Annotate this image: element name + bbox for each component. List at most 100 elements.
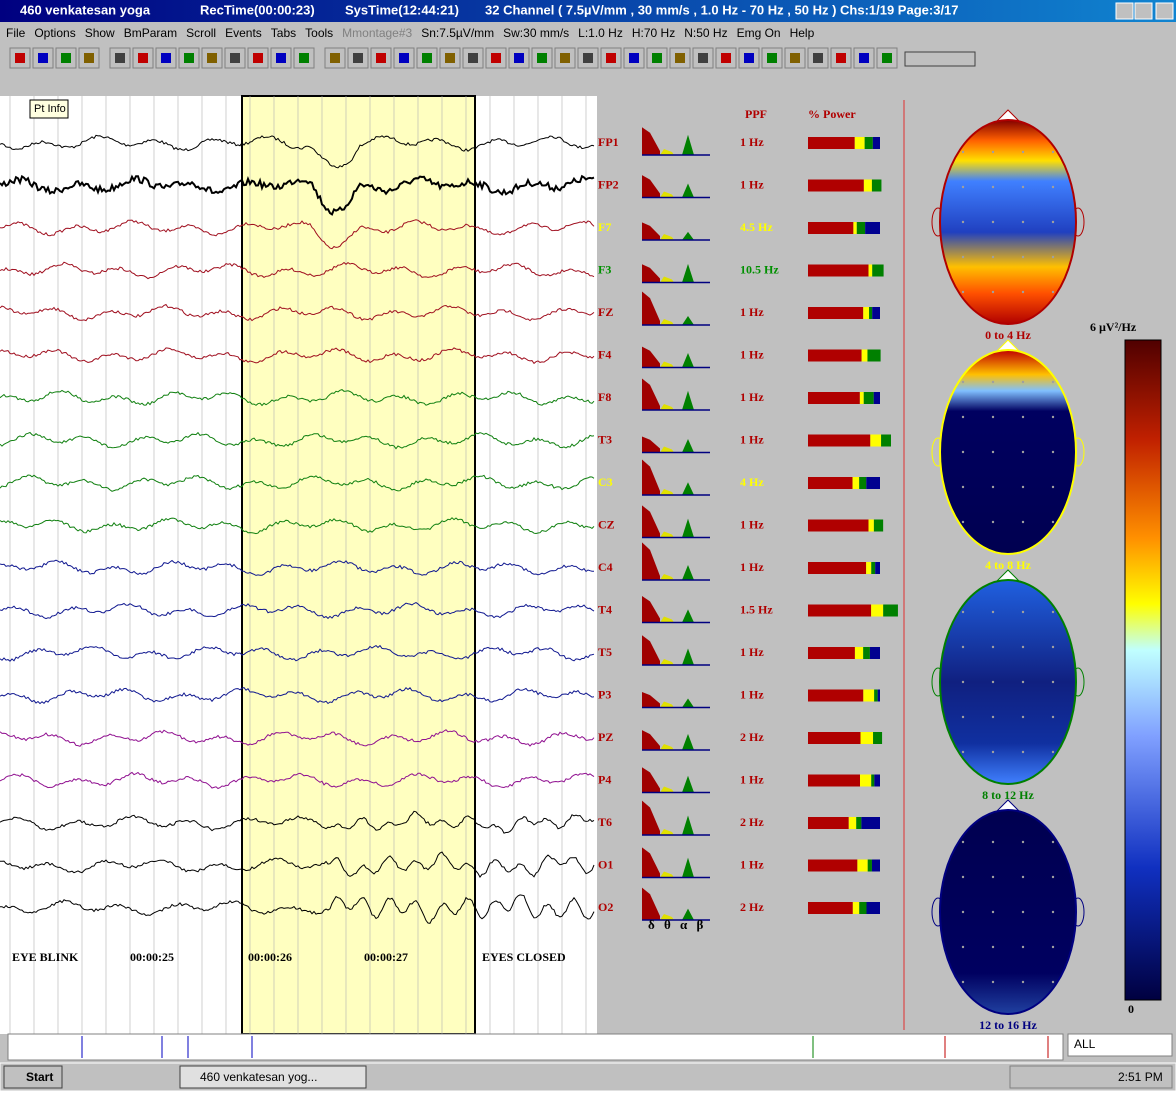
menu-item[interactable]: Scroll xyxy=(186,26,216,40)
ppf-value: 1 Hz xyxy=(740,517,764,531)
electrode xyxy=(992,221,994,223)
power-theta xyxy=(863,307,869,319)
tool-icon xyxy=(468,53,478,63)
menu-item[interactable]: L:1.0 Hz xyxy=(578,26,623,40)
electrode xyxy=(1022,291,1024,293)
time-marker: 00:00:26 xyxy=(248,950,292,964)
tool-icon xyxy=(207,53,217,63)
tool-icon xyxy=(721,53,731,63)
power-delta xyxy=(808,605,871,617)
menu-item[interactable]: Tabs xyxy=(271,26,296,40)
electrode xyxy=(1052,876,1054,878)
time-marker: EYE BLINK xyxy=(12,950,79,964)
menu-item[interactable]: Tools xyxy=(305,26,333,40)
tool-icon xyxy=(583,53,593,63)
power-theta xyxy=(871,605,883,617)
electrode xyxy=(992,646,994,648)
electrode xyxy=(992,521,994,523)
tool-icon xyxy=(276,53,286,63)
power-alpha xyxy=(883,605,898,617)
electrode xyxy=(992,416,994,418)
electrode xyxy=(1022,646,1024,648)
channel-label: FP1 xyxy=(598,135,619,149)
menu-item[interactable]: Help xyxy=(790,26,815,40)
ppf-value: 1 Hz xyxy=(740,687,764,701)
electrode xyxy=(1022,981,1024,983)
electrode xyxy=(992,751,994,753)
electrode xyxy=(992,486,994,488)
maximize-button[interactable] xyxy=(1135,3,1152,19)
clock: 2:51 PM xyxy=(1118,1070,1163,1084)
menu-item[interactable]: Mmontage#3 xyxy=(342,26,412,40)
page: 460 venkatesan yoga RecTime(00:00:23) Sy… xyxy=(0,0,1176,1091)
menu-item[interactable]: File xyxy=(6,26,26,40)
power-alpha xyxy=(881,435,891,447)
time-marker: 00:00:27 xyxy=(364,950,408,964)
menu-item[interactable]: Emg On xyxy=(737,26,781,40)
close-button[interactable] xyxy=(1156,3,1173,19)
electrode xyxy=(962,646,964,648)
tool-icon xyxy=(767,53,777,63)
slider[interactable] xyxy=(905,52,975,66)
minimize-button[interactable] xyxy=(1116,3,1133,19)
power-theta xyxy=(869,265,873,277)
electrode xyxy=(1022,221,1024,223)
electrode xyxy=(962,381,964,383)
electrode xyxy=(962,611,964,613)
electrode xyxy=(1022,841,1024,843)
ppf-value: 1 Hz xyxy=(740,347,764,361)
power-beta xyxy=(872,860,880,872)
power-alpha xyxy=(867,350,880,362)
rec-time: RecTime(00:00:23) xyxy=(200,2,315,17)
ppf-value: 1 Hz xyxy=(740,857,764,871)
power-beta xyxy=(866,477,880,489)
electrode xyxy=(962,186,964,188)
electrode xyxy=(1022,416,1024,418)
power-delta xyxy=(808,860,857,872)
channel-label: T4 xyxy=(598,602,612,616)
app-title: 460 venkatesan yoga xyxy=(20,2,151,17)
electrode xyxy=(992,186,994,188)
sys-time: SysTime(12:44:21) xyxy=(345,2,459,17)
electrode xyxy=(1052,751,1054,753)
power-alpha xyxy=(874,520,883,532)
electrode xyxy=(962,946,964,948)
channel-label: F7 xyxy=(598,220,611,234)
event-strip xyxy=(8,1034,1063,1060)
menu-item[interactable]: Events xyxy=(225,26,262,40)
power-alpha xyxy=(864,392,874,404)
electrode xyxy=(1052,486,1054,488)
power-delta xyxy=(808,137,855,149)
electrode xyxy=(992,611,994,613)
menu-item[interactable]: N:50 Hz xyxy=(684,26,727,40)
power-delta xyxy=(808,435,870,447)
power-alpha xyxy=(871,775,874,787)
ppf-value: 1 Hz xyxy=(740,560,764,574)
ppf-value: 1 Hz xyxy=(740,645,764,659)
menu-item[interactable]: H:70 Hz xyxy=(632,26,675,40)
channel-label: C3 xyxy=(598,475,613,489)
power-delta xyxy=(808,732,860,744)
power-theta xyxy=(862,350,868,362)
band-symbols: δ θ α β xyxy=(648,917,706,932)
electrode xyxy=(1022,911,1024,913)
electrode xyxy=(962,716,964,718)
menu-item[interactable]: Show xyxy=(85,26,115,40)
tool-icon xyxy=(882,53,892,63)
head-map xyxy=(940,350,1076,554)
menu-item[interactable]: Sw:30 mm/s xyxy=(503,26,569,40)
electrode xyxy=(962,221,964,223)
tool-icon xyxy=(230,53,240,63)
power-beta xyxy=(865,222,880,234)
power-alpha xyxy=(863,647,870,659)
channel-label: FZ xyxy=(598,305,613,319)
menu-item[interactable]: Options xyxy=(34,26,75,40)
electrode xyxy=(1052,151,1054,153)
electrode xyxy=(962,751,964,753)
electrode xyxy=(992,381,994,383)
menu-item[interactable]: Sn:7.5µV/mm xyxy=(421,26,494,40)
menu-item[interactable]: BmParam xyxy=(124,26,177,40)
channel-label: P3 xyxy=(598,687,611,701)
power-beta xyxy=(874,775,880,787)
power-beta xyxy=(861,817,880,829)
